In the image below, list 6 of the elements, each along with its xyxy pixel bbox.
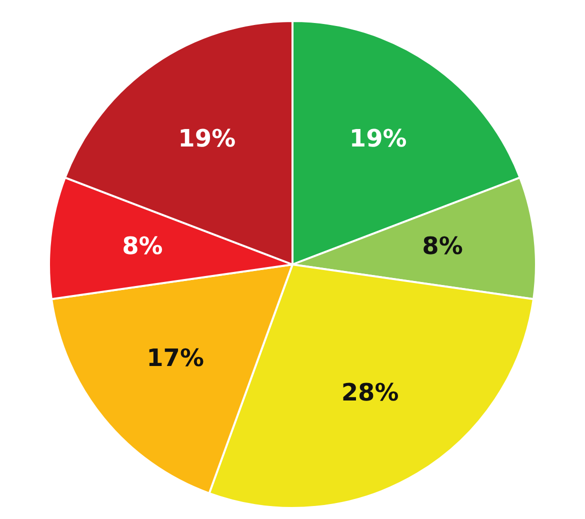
data-label: 28%: [341, 378, 399, 406]
data-label: 17%: [146, 344, 204, 372]
data-label: 8%: [122, 232, 163, 260]
data-label: 8%: [422, 232, 463, 260]
data-label: 19%: [349, 124, 407, 152]
data-label: 19%: [178, 124, 236, 152]
